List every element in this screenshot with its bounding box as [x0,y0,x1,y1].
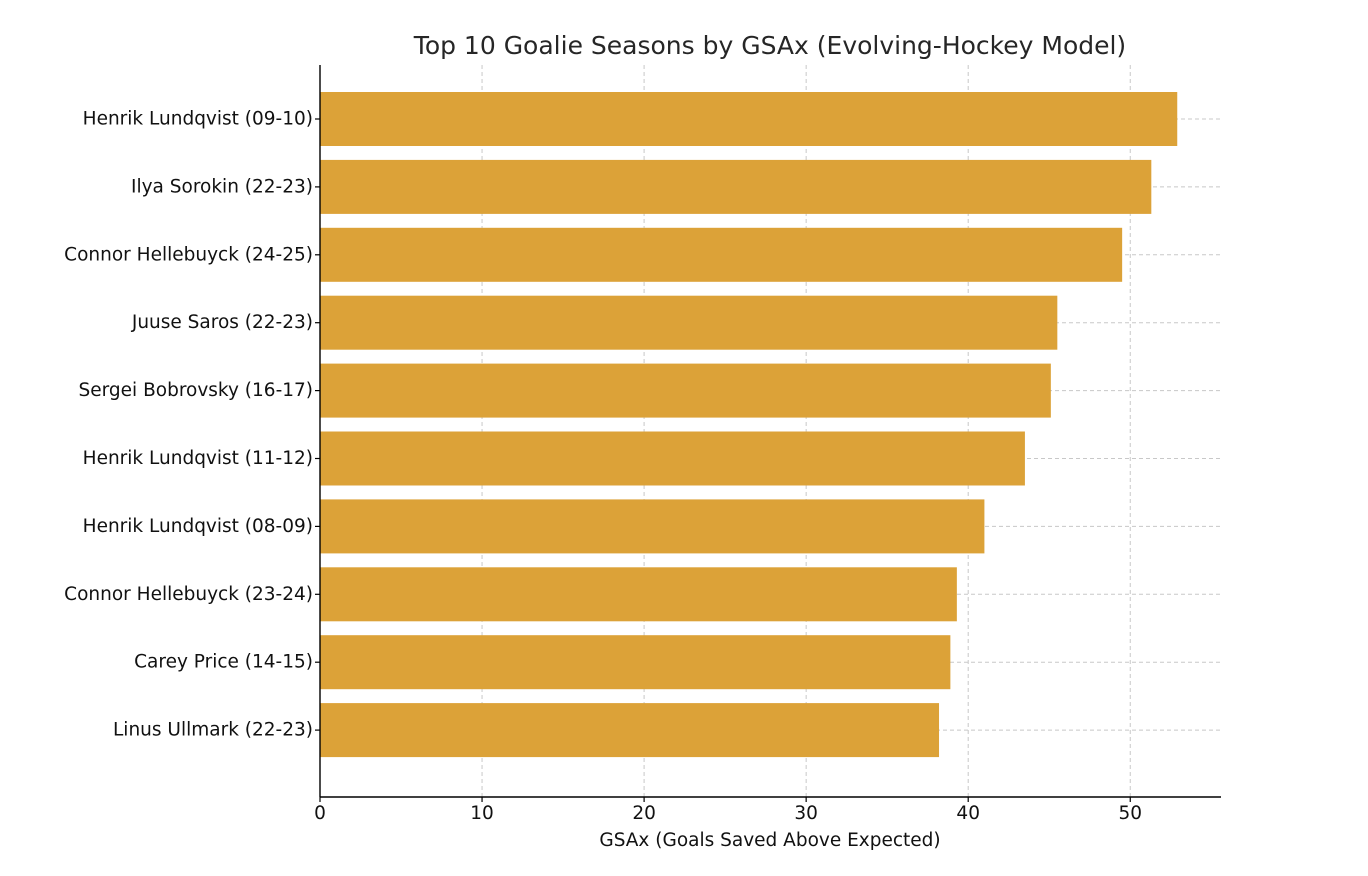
x-tick-labels: 0 10 20 30 40 50 [314,803,1142,824]
x-axis-label: GSAx (Goals Saved Above Expected) [599,830,940,851]
y-tick-label: Linus Ullmark (22-23) [113,720,313,741]
y-tick-label: Juuse Saros (22-23) [131,312,313,333]
y-tick-label: Henrik Lundqvist (08-09) [83,516,313,537]
x-tick-label: 10 [470,803,494,824]
y-tick-label: Sergei Bobrovsky (16-17) [79,380,313,401]
x-tick-label: 40 [956,803,980,824]
y-tick-label: Carey Price (14-15) [134,652,313,673]
bars-layer [320,92,1178,758]
x-tick-label: 20 [632,803,656,824]
y-tick-label: Henrik Lundqvist (11-12) [83,448,313,469]
bar [320,363,1051,418]
bar [320,159,1152,214]
bar [320,499,985,554]
y-tick-label: Henrik Lundqvist (09-10) [83,109,313,130]
bar [320,703,940,758]
y-tick-label: Ilya Sorokin (22-23) [131,176,313,197]
y-tick-label: Connor Hellebuyck (23-24) [64,584,313,605]
y-tick-labels: Henrik Lundqvist (09-10) Ilya Sorokin (22… [64,109,313,741]
x-tick-label: 50 [1118,803,1142,824]
y-tick-label: Connor Hellebuyck (24-25) [64,244,313,265]
x-tick-label: 30 [794,803,818,824]
bar [320,295,1058,350]
chart-title: Top 10 Goalie Seasons by GSAx (Evolving-… [413,31,1126,60]
bar [320,567,957,622]
bar [320,227,1123,282]
bar [320,92,1178,146]
bar [320,635,951,690]
x-tick-label: 0 [314,803,326,824]
axes-layer [315,65,1221,802]
bar [320,431,1025,486]
